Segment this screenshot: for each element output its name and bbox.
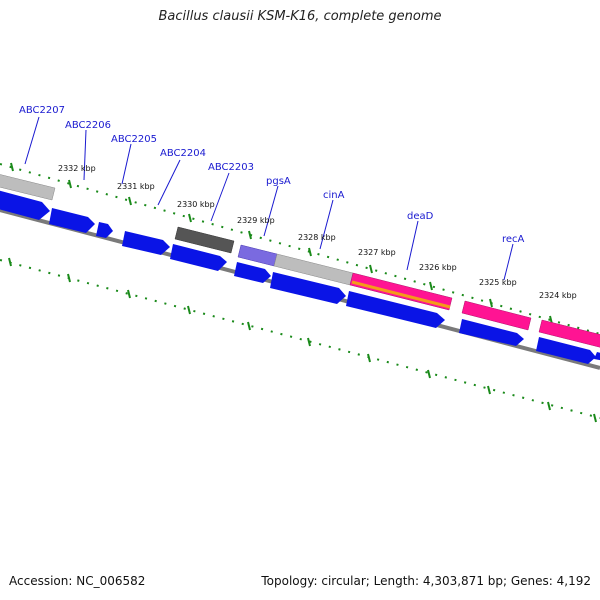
kbp-label: 2324 kbp — [539, 291, 577, 300]
cds-arrow — [0, 190, 50, 220]
gene-label: ABC2205 — [111, 134, 157, 145]
gene-label: ABC2204 — [160, 148, 206, 159]
kbp-label: 2327 kbp — [358, 248, 396, 257]
inner-major-ticks — [8, 257, 597, 423]
map-title: Bacillus clausii KSM-K16, complete genom… — [158, 9, 442, 24]
gene-label: ABC2207 — [19, 105, 65, 116]
cds-arrow — [49, 208, 95, 233]
cds-arrow — [170, 244, 227, 271]
gene-label: ABC2206 — [65, 120, 111, 131]
gene-label: ABC2203 — [208, 162, 254, 173]
gene-labels: ABC2207 ABC2206 ABC2205 ABC2204 ABC2203 … — [19, 105, 525, 245]
gene-recA — [461, 300, 532, 331]
outer-major-ticks — [10, 162, 553, 325]
kbp-label: 2326 kbp — [419, 263, 457, 272]
gene-features-top — [0, 174, 600, 348]
kbp-label: 2332 kbp — [58, 164, 96, 173]
gene-abc2204 — [174, 226, 235, 254]
cds-arrow — [536, 337, 596, 364]
kbp-label: 2325 kbp — [479, 278, 517, 287]
cds-arrow — [270, 272, 346, 304]
gene-label: cinA — [323, 190, 345, 201]
kbp-label: 2331 kbp — [117, 182, 155, 191]
gene-label: deaD — [407, 211, 434, 222]
cds-arrow — [122, 231, 170, 255]
cds-arrow — [346, 291, 445, 328]
gene-abc2207 — [0, 174, 56, 201]
cds-arrow — [96, 222, 113, 238]
kbp-label: 2330 kbp — [177, 200, 215, 209]
outer-tick-ring — [0, 163, 600, 335]
cds-arrow — [594, 352, 600, 361]
gene-label: pgsA — [266, 176, 291, 187]
accession-text: Accession: NC_006582 — [9, 574, 146, 588]
gene-leader-lines — [24, 116, 514, 281]
inner-tick-ring — [0, 259, 600, 419]
gene-pgsA — [237, 244, 278, 267]
kbp-label: 2328 kbp — [298, 233, 336, 242]
kbp-labels: 2332 kbp 2331 kbp 2330 kbp 2329 kbp 2328… — [58, 164, 577, 300]
cds-arrow — [459, 319, 524, 346]
gene-label: recA — [502, 234, 525, 245]
cds-arrow — [234, 262, 271, 283]
gene-next-pink — [538, 319, 600, 348]
kbp-label: 2329 kbp — [237, 216, 275, 225]
topology-text: Topology: circular; Length: 4,303,871 bp… — [261, 574, 591, 588]
gene-deaD-stripe — [351, 280, 451, 309]
cds-arrows — [0, 190, 600, 364]
